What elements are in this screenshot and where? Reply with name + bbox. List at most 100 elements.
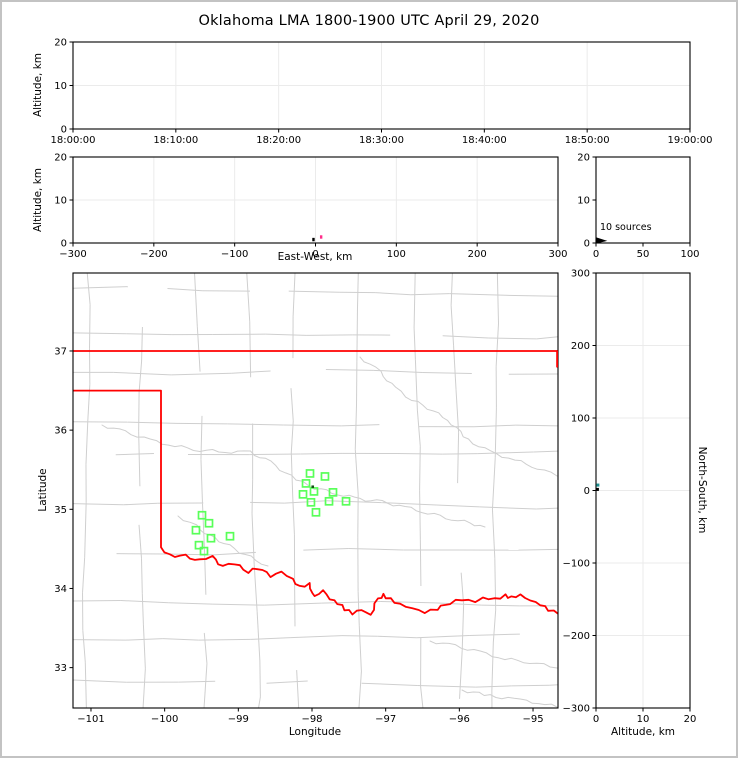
sources-annotation: 10 sources [600, 222, 652, 233]
county-line [196, 326, 201, 372]
county-line [413, 273, 416, 329]
tick-label: 36 [54, 426, 67, 437]
tick-label: 100 [387, 249, 406, 260]
tick-label: 0 [593, 249, 599, 260]
station-marker [306, 497, 316, 507]
tick-label: 10 [54, 196, 67, 207]
county-line [358, 625, 362, 672]
source-marker [595, 487, 599, 491]
county-line [258, 696, 261, 708]
county-line [481, 604, 520, 607]
station-marker [225, 531, 235, 541]
county-line [284, 500, 327, 504]
tick-label: 100 [680, 249, 699, 260]
county-line [120, 599, 169, 604]
county-line [259, 660, 261, 697]
river-line [101, 424, 486, 528]
county-line [300, 452, 343, 455]
county-line [200, 415, 203, 460]
county-line [358, 671, 362, 708]
county-line [536, 336, 558, 340]
tick-label: 20 [54, 153, 67, 164]
ns-panel-xlabel: Altitude, km [610, 726, 676, 738]
county-line [442, 453, 478, 455]
river-line [177, 515, 269, 567]
county-line [73, 332, 127, 335]
map-ylabel: Latitude [37, 468, 49, 512]
county-line [515, 424, 558, 427]
county-line [496, 273, 500, 324]
county-line [256, 611, 261, 661]
county-line [250, 637, 291, 640]
station-marker [298, 489, 308, 499]
tick-label: −300 [563, 704, 590, 715]
county-line [290, 452, 294, 496]
county-line [453, 345, 457, 390]
county-line [414, 359, 418, 411]
tick-label: 35 [54, 505, 67, 516]
tick-label: 10 [637, 714, 650, 725]
county-line [461, 604, 465, 651]
tick-label: −100 [221, 249, 248, 260]
county-line [73, 639, 126, 641]
station-marker [320, 472, 330, 481]
tick-label: −98 [301, 714, 322, 725]
county-line [419, 539, 422, 587]
county-line [203, 663, 208, 708]
county-line [477, 451, 534, 455]
county-line [138, 361, 143, 393]
county-line [168, 602, 213, 605]
county-line [420, 686, 424, 708]
county-line [253, 564, 258, 612]
county-line [419, 490, 421, 540]
river-line [429, 640, 558, 669]
tick-label: 18:00:00 [51, 135, 96, 146]
county-line [265, 333, 307, 336]
county-line [140, 558, 143, 594]
county-line [410, 293, 450, 296]
county-line [200, 459, 203, 504]
county-line [194, 273, 198, 327]
county-line [361, 682, 418, 686]
county-line [290, 420, 294, 453]
county-line [73, 599, 121, 602]
county-line [142, 668, 146, 708]
tick-label: 33 [54, 663, 67, 674]
tick-label: 200 [468, 249, 487, 260]
county-line [85, 421, 89, 465]
county-line [457, 432, 460, 484]
county-line [227, 423, 284, 426]
county-line [212, 603, 265, 606]
tick-label: 20 [54, 38, 67, 49]
county-line [373, 369, 423, 374]
tick-label: −101 [77, 714, 104, 725]
county-line [354, 405, 358, 450]
station-marker [301, 479, 311, 488]
source-marker [596, 483, 600, 487]
county-line [375, 292, 411, 296]
county-line [416, 634, 470, 639]
tick-label: 100 [571, 414, 590, 425]
county-line [73, 503, 124, 506]
station-marker [191, 525, 201, 535]
source-marker [319, 235, 323, 239]
histogram-spike [595, 237, 608, 244]
county-line [380, 600, 436, 604]
county-line [141, 593, 144, 625]
county-line [290, 388, 294, 421]
tick-label: −97 [375, 714, 396, 725]
county-line [171, 372, 232, 376]
ew-panel-xlabel: East-West, km [277, 251, 353, 263]
county-line [86, 273, 91, 305]
county-line [296, 670, 300, 707]
county-line [491, 509, 496, 559]
station-marker [194, 540, 204, 550]
county-line [491, 642, 494, 691]
county-line [518, 548, 558, 551]
county-line [142, 624, 146, 669]
source-marker [312, 237, 315, 242]
tick-label: 10 [577, 196, 590, 207]
county-line [203, 632, 208, 664]
county-line [356, 273, 359, 310]
tick-label: 0 [312, 249, 318, 260]
